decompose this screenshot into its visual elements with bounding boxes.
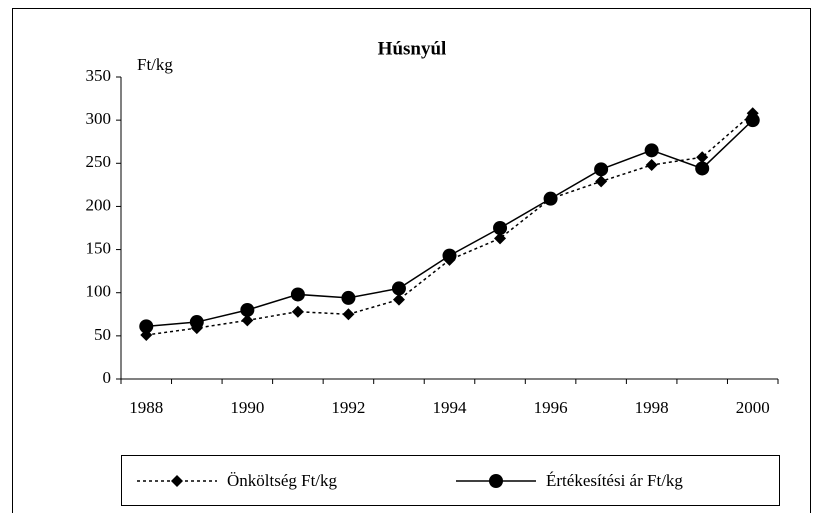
x-tick-label: 1998 [635, 398, 669, 417]
x-tick-label: 1992 [331, 398, 365, 417]
marker-circle [341, 290, 356, 305]
marker-circle [594, 162, 609, 177]
legend-marker [171, 475, 183, 487]
marker-diamond [645, 159, 658, 172]
marker-diamond [241, 314, 254, 327]
marker-circle [543, 191, 558, 206]
marker-circle [290, 287, 305, 302]
y-tick-label: 0 [103, 368, 112, 387]
x-tick-label: 1990 [230, 398, 264, 417]
y-axis-label: Ft/kg [137, 55, 173, 74]
legend-marker [489, 474, 503, 488]
marker-circle [644, 143, 659, 158]
marker-circle [745, 113, 760, 128]
y-tick-label: 250 [86, 152, 112, 171]
y-tick-label: 200 [86, 195, 112, 214]
marker-circle [442, 248, 457, 263]
marker-circle [391, 281, 406, 296]
marker-diamond [696, 151, 709, 164]
chart-title: Húsnyúl [378, 38, 447, 59]
legend-box [121, 455, 780, 506]
marker-circle [695, 161, 710, 176]
marker-diamond [291, 305, 304, 318]
marker-circle [139, 319, 154, 334]
chart-frame [12, 8, 811, 513]
x-tick-label: 1988 [129, 398, 163, 417]
y-tick-label: 150 [86, 238, 112, 257]
marker-circle [189, 315, 204, 330]
y-tick-label: 50 [94, 325, 111, 344]
x-tick-label: 2000 [736, 398, 770, 417]
series-line [146, 119, 754, 328]
legend-label: Önköltség Ft/kg [227, 471, 338, 490]
x-tick-label: 1994 [433, 398, 468, 417]
y-tick-label: 100 [86, 282, 112, 301]
x-tick-label: 1996 [534, 398, 568, 417]
y-tick-label: 300 [86, 109, 112, 128]
marker-diamond [342, 308, 355, 321]
series-line [146, 112, 754, 336]
marker-circle [493, 221, 508, 235]
marker-diamond [392, 293, 405, 306]
marker-diamond [494, 232, 507, 245]
marker-circle [240, 302, 255, 317]
y-tick-label: 350 [86, 66, 112, 85]
legend-label: Értékesítési ár Ft/kg [546, 471, 683, 490]
marker-diamond [595, 175, 608, 188]
